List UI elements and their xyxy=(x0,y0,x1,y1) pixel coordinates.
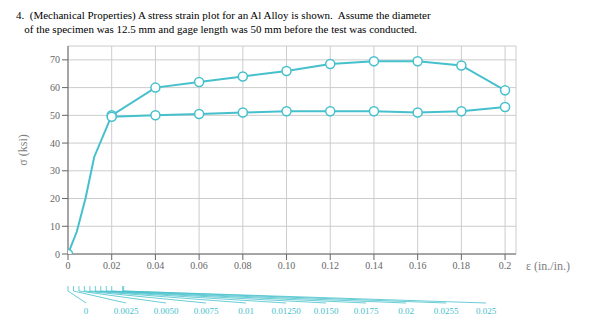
svg-text:70: 70 xyxy=(50,54,60,65)
svg-text:0: 0 xyxy=(66,260,71,271)
svg-text:10: 10 xyxy=(50,221,60,232)
svg-text:0.0025: 0.0025 xyxy=(114,306,139,316)
svg-text:0.0255: 0.0255 xyxy=(434,306,459,316)
svg-text:0.0075: 0.0075 xyxy=(194,306,219,316)
svg-text:0.025: 0.025 xyxy=(476,306,497,316)
svg-text:0.18: 0.18 xyxy=(453,260,471,271)
svg-text:σ (ksi): σ (ksi) xyxy=(16,134,30,165)
svg-text:ε (in./in.): ε (in./in.) xyxy=(526,259,570,273)
svg-text:0.01250: 0.01250 xyxy=(271,306,301,316)
svg-text:0.2: 0.2 xyxy=(499,260,512,271)
svg-text:0.0175: 0.0175 xyxy=(354,306,379,316)
svg-text:0.12: 0.12 xyxy=(321,260,339,271)
svg-text:0.0050: 0.0050 xyxy=(154,306,179,316)
svg-text:50: 50 xyxy=(50,110,60,121)
svg-text:60: 60 xyxy=(50,82,60,93)
svg-text:0: 0 xyxy=(55,249,60,260)
svg-text:0.04: 0.04 xyxy=(147,260,165,271)
svg-text:0: 0 xyxy=(84,306,89,316)
html-text:4. (Mechanical Properties) A s: 4. (Mechanical Properties) A stress stra… xyxy=(16,9,431,21)
svg-text:0.14: 0.14 xyxy=(365,260,383,271)
svg-text:0.02: 0.02 xyxy=(398,306,414,316)
svg-text:30: 30 xyxy=(50,165,60,176)
svg-text:0.08: 0.08 xyxy=(234,260,252,271)
svg-text:0.02: 0.02 xyxy=(103,260,121,271)
svg-text:0.16: 0.16 xyxy=(409,260,427,271)
svg-text:0.10: 0.10 xyxy=(278,260,296,271)
svg-text:0.06: 0.06 xyxy=(190,260,208,271)
svg-text:0.0150: 0.0150 xyxy=(314,306,339,316)
html-text:of the specimen was 12.5 mm an: of the specimen was 12.5 mm and gage len… xyxy=(16,23,418,35)
svg-text:20: 20 xyxy=(50,193,60,204)
svg-text:0.01: 0.01 xyxy=(238,306,254,316)
svg-text:40: 40 xyxy=(50,138,60,149)
